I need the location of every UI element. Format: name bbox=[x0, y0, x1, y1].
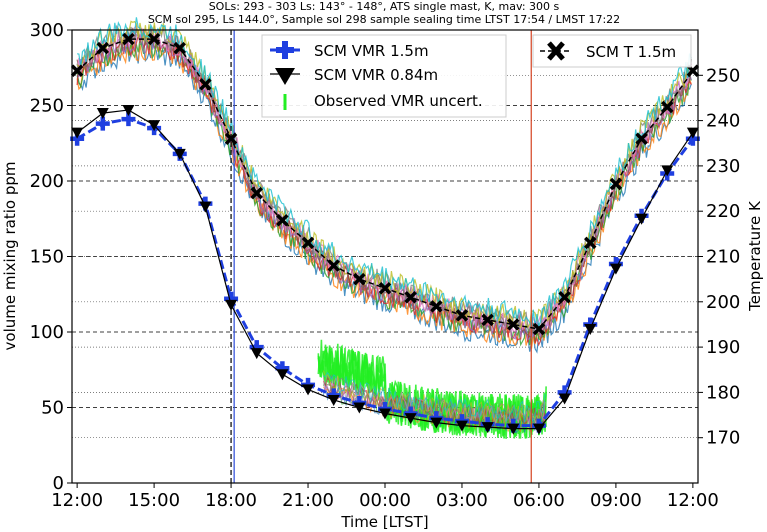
point-scm-t-15m bbox=[507, 318, 520, 331]
y2-tick-label: 210 bbox=[706, 247, 740, 268]
y-tick-label: 300 bbox=[30, 20, 64, 41]
series-layer bbox=[70, 32, 700, 435]
x-tick-label: 06:00 bbox=[513, 490, 565, 511]
y-tick-label: 100 bbox=[30, 322, 64, 343]
chart-titles: SOLs: 293 - 303 Ls: 143° - 148°, ATS sin… bbox=[148, 0, 620, 26]
point-scm-t-15m bbox=[301, 236, 315, 250]
point-scm-t-15m bbox=[584, 236, 597, 250]
point-scm-t-15m bbox=[173, 41, 186, 55]
point-scm-t-15m bbox=[96, 41, 110, 55]
y2-tick-label: 170 bbox=[706, 428, 740, 449]
legend-label-scm-vmr-15m: SCM VMR 1.5m bbox=[314, 42, 429, 60]
point-scm-t-15m bbox=[660, 100, 674, 114]
point-scm-vmr-084m bbox=[532, 423, 545, 435]
point-scm-t-15m bbox=[609, 177, 623, 191]
point-scm-vmr-084m bbox=[430, 417, 443, 429]
y-tick-label: 200 bbox=[30, 171, 64, 192]
point-scm-vmr-084m bbox=[584, 323, 597, 335]
point-scm-t-15m bbox=[532, 322, 546, 336]
legend-right: SCM T 1.5m bbox=[532, 34, 692, 68]
point-scm-t-15m bbox=[276, 214, 289, 227]
point-scm-vmr-084m bbox=[686, 127, 699, 139]
x-axis-label: Time [LTST] bbox=[340, 513, 428, 531]
y-axis-label: volume mixing ratio ppm bbox=[1, 162, 19, 351]
x-tick-label: 18:00 bbox=[205, 490, 257, 511]
point-scm-vmr-084m bbox=[609, 263, 622, 275]
point-scm-vmr-084m bbox=[302, 384, 315, 396]
point-scm-vmr-084m bbox=[661, 165, 674, 177]
point-scm-vmr-084m bbox=[481, 422, 494, 434]
y2-tick-label: 190 bbox=[706, 337, 740, 358]
point-scm-t-15m bbox=[250, 186, 263, 200]
point-scm-t-15m bbox=[199, 78, 212, 91]
point-scm-vmr-084m bbox=[353, 402, 366, 414]
legend-left-box bbox=[261, 34, 507, 118]
x-tick-label: 03:00 bbox=[436, 490, 488, 511]
chart-title-line-2: SCM sol 295, Ls 144.0°, Sample sol 298 s… bbox=[148, 13, 620, 26]
x-tick-label: 12:00 bbox=[667, 490, 719, 511]
point-scm-vmr-084m bbox=[71, 127, 84, 139]
y-axis-left: 0 50 100 150 200 250 300 bbox=[30, 20, 72, 494]
chart-title-line-1: SOLs: 293 - 303 Ls: 143° - 148°, ATS sin… bbox=[209, 0, 560, 13]
y2-tick-label: 230 bbox=[706, 156, 740, 177]
observed-vmr-trace bbox=[323, 374, 546, 425]
point-scm-vmr-084m bbox=[148, 120, 161, 132]
y2-tick-label: 250 bbox=[706, 65, 740, 86]
point-scm-t-15m bbox=[327, 259, 340, 272]
x-tick-label: 21:00 bbox=[282, 490, 334, 511]
point-scm-t-15m bbox=[70, 64, 84, 78]
legend-label-observed-uncert: Observed VMR uncert. bbox=[314, 92, 483, 110]
point-scm-t-15m bbox=[378, 281, 392, 295]
legend-marker-plus bbox=[276, 41, 294, 59]
point-scm-t-15m bbox=[455, 309, 469, 322]
point-scm-vmr-084m bbox=[635, 213, 648, 225]
y-axis-right-label: Temperature K bbox=[746, 200, 764, 312]
x-tick-label: 00:00 bbox=[359, 490, 411, 511]
y2-tick-label: 200 bbox=[706, 292, 740, 313]
point-scm-vmr-084m bbox=[276, 369, 289, 381]
x-axis: 12:00 15:00 18:00 21:00 00:00 03:00 06:00 09:00… bbox=[51, 483, 719, 511]
point-scm-vmr-084m bbox=[327, 394, 340, 406]
y-tick-label: 250 bbox=[30, 96, 64, 117]
point-scm-vmr-084m bbox=[250, 348, 263, 360]
legend-marker-x bbox=[547, 41, 565, 61]
y-tick-label: 50 bbox=[41, 398, 64, 419]
observed-temperature-trace bbox=[76, 27, 692, 338]
x-tick-label: 09:00 bbox=[590, 490, 642, 511]
point-scm-vmr-084m bbox=[558, 393, 571, 405]
legend-label-scm-vmr-084m: SCM VMR 0.84m bbox=[314, 66, 438, 84]
point-scm-vmr-084m bbox=[96, 108, 109, 120]
point-scm-t-15m bbox=[404, 291, 417, 304]
y2-tick-label: 240 bbox=[706, 111, 740, 132]
point-scm-t-15m bbox=[481, 313, 494, 327]
point-scm-t-15m bbox=[147, 32, 161, 46]
point-scm-vmr-084m bbox=[507, 423, 520, 435]
point-scm-vmr-084m bbox=[404, 413, 417, 425]
point-scm-t-15m bbox=[430, 300, 443, 313]
legend-label-scm-t-15m: SCM T 1.5m bbox=[586, 43, 676, 61]
point-scm-t-15m bbox=[122, 32, 135, 46]
x-tick-label: 15:00 bbox=[128, 490, 180, 511]
point-scm-vmr-084m bbox=[122, 105, 135, 117]
y-tick-label: 0 bbox=[53, 473, 64, 494]
legend-left: SCM VMR 1.5m SCM VMR 0.84m Observed VMR … bbox=[261, 34, 507, 118]
y-axis-right: 170 180 190 200 210 220 230 240 250 bbox=[698, 65, 740, 449]
y2-tick-label: 220 bbox=[706, 201, 740, 222]
x-tick-label: 12:00 bbox=[51, 490, 103, 511]
point-scm-vmr-084m bbox=[379, 408, 391, 420]
point-scm-vmr-084m bbox=[225, 299, 238, 311]
y-tick-label: 150 bbox=[30, 247, 64, 268]
point-scm-vmr-084m bbox=[199, 201, 212, 213]
point-scm-t-15m bbox=[224, 132, 238, 145]
y2-tick-label: 180 bbox=[706, 382, 740, 403]
point-scm-t-15m bbox=[635, 132, 648, 145]
point-scm-t-15m bbox=[353, 272, 366, 286]
legend-marker-triangle bbox=[275, 68, 295, 85]
point-scm-vmr-084m bbox=[455, 420, 468, 432]
point-scm-t-15m bbox=[558, 291, 571, 304]
vertical-lines-layer bbox=[230, 30, 532, 483]
point-scm-vmr-084m bbox=[173, 148, 186, 160]
